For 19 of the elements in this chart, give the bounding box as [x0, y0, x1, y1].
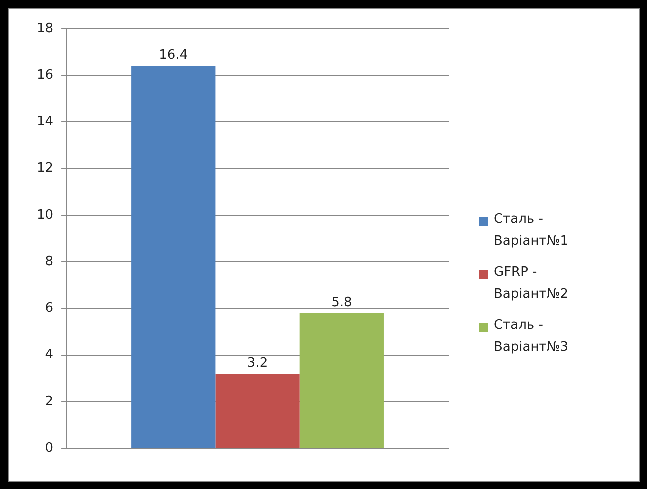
bar — [132, 66, 216, 448]
y-tick-label: 10 — [36, 208, 54, 223]
data-label: 5.8 — [332, 295, 352, 310]
y-tick-label: 8 — [45, 254, 54, 270]
legend-label: GFRP - Варіант№2 — [494, 264, 570, 304]
data-label: 3.2 — [247, 356, 268, 371]
y-tick-label: 4 — [45, 348, 54, 363]
y-tick-label: 14 — [36, 114, 54, 130]
y-tick-label: 6 — [45, 301, 54, 316]
legend-label: Сталь - Варіант№1 — [494, 211, 570, 251]
y-tick-label: 2 — [45, 394, 54, 410]
legend-label: Сталь - Варіант№3 — [494, 317, 570, 357]
y-tick-label: 18 — [36, 21, 54, 36]
bar — [300, 313, 384, 448]
y-tick-label: 0 — [45, 440, 54, 456]
bar — [216, 374, 300, 448]
data-label: 16.4 — [159, 48, 188, 64]
y-tick-label: 16 — [36, 68, 54, 83]
y-tick-label: 12 — [36, 161, 54, 176]
